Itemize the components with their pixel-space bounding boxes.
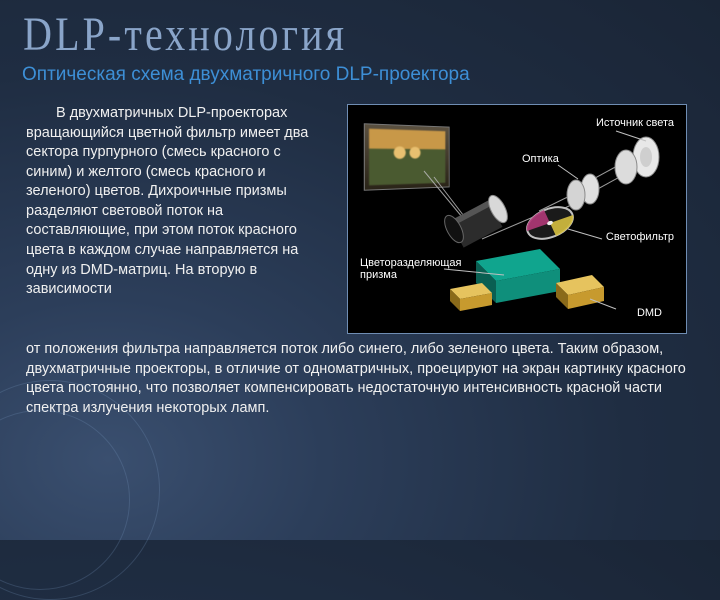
page-title: DLP-технология [0, 0, 720, 63]
diagram-svg [354, 111, 682, 329]
diagram-column: Источник света Оптика Светофильтр Цветор… [340, 104, 694, 334]
dmd-icon-2 [450, 283, 492, 311]
body-text-bottom: от положения фильтра направляется поток … [0, 334, 720, 418]
label-prism: Цветоразделяющая призма [360, 257, 461, 281]
optics-icon [567, 174, 599, 210]
light-source-icon [615, 137, 659, 184]
label-optics: Оптика [522, 153, 559, 165]
content-row: В двухматричных DLP-проекторах вращающий… [0, 86, 720, 334]
label-filter: Светофильтр [606, 231, 674, 243]
label-dmd: DMD [637, 307, 662, 319]
label-light-source: Источник света [596, 117, 674, 129]
decor-arc-inner [0, 410, 130, 590]
color-filter-icon [523, 201, 578, 245]
body-text-top: В двухматричных DLP-проекторах вращающий… [26, 104, 326, 334]
paragraph-top: В двухматричных DLP-проекторах вращающий… [26, 104, 326, 300]
paragraph-bottom: от положения фильтра направляется поток … [26, 341, 686, 416]
optical-diagram: Источник света Оптика Светофильтр Цветор… [347, 104, 687, 334]
diagram-canvas: Источник света Оптика Светофильтр Цветор… [354, 111, 680, 327]
projection-lens-icon [441, 192, 511, 247]
dmd-icon-1 [556, 275, 604, 309]
